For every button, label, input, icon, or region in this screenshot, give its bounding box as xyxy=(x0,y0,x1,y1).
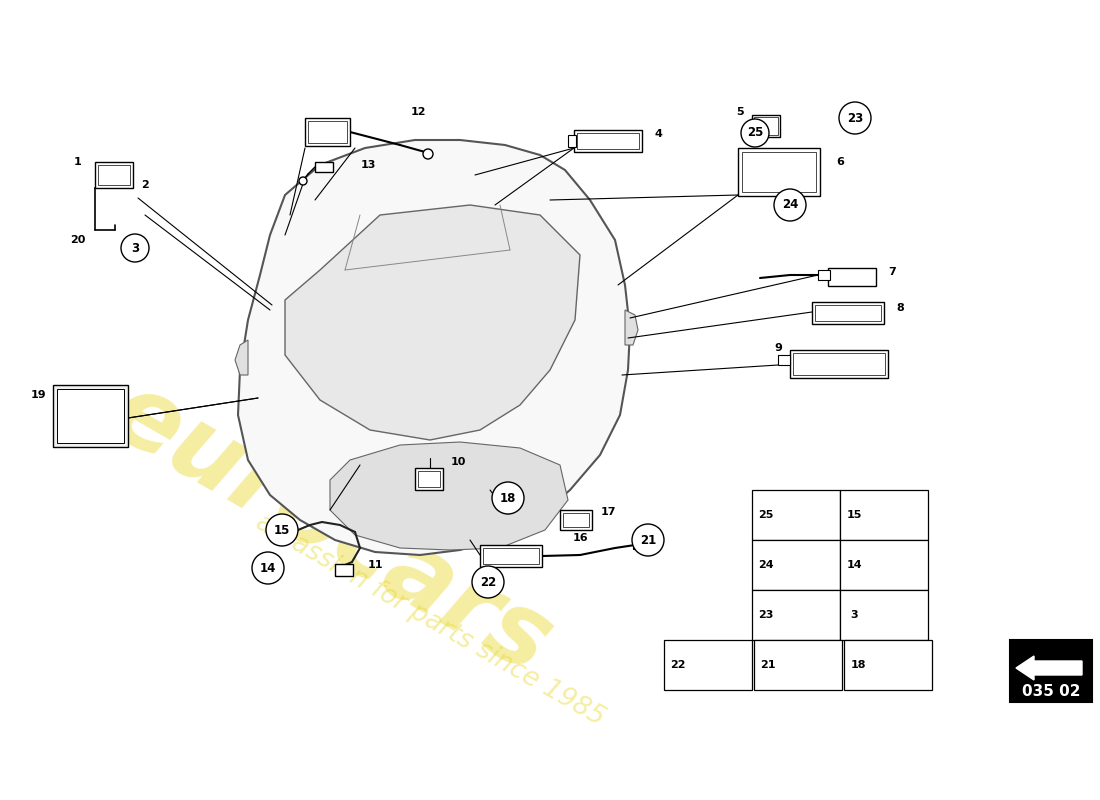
Bar xyxy=(305,118,350,146)
Polygon shape xyxy=(285,205,580,440)
FancyArrow shape xyxy=(1016,656,1082,680)
Circle shape xyxy=(839,102,871,134)
Polygon shape xyxy=(625,310,638,345)
Text: 1: 1 xyxy=(74,157,81,167)
Circle shape xyxy=(774,189,806,221)
Bar xyxy=(818,270,830,280)
Bar xyxy=(95,162,133,188)
Circle shape xyxy=(741,119,769,147)
Text: 22: 22 xyxy=(670,660,685,670)
Text: 15: 15 xyxy=(846,510,861,520)
Text: 2: 2 xyxy=(141,180,149,190)
Text: 3: 3 xyxy=(850,610,858,620)
Bar xyxy=(53,385,128,447)
Bar xyxy=(754,640,842,690)
Polygon shape xyxy=(235,340,248,375)
Text: 21: 21 xyxy=(640,534,656,546)
Text: 7: 7 xyxy=(888,267,895,277)
Circle shape xyxy=(252,552,284,584)
Text: 25: 25 xyxy=(758,510,773,520)
Bar xyxy=(480,545,542,567)
Circle shape xyxy=(266,514,298,546)
Bar xyxy=(840,540,928,590)
Circle shape xyxy=(121,234,148,262)
Bar xyxy=(315,162,333,172)
Text: 14: 14 xyxy=(846,560,861,570)
Text: 16: 16 xyxy=(572,533,587,543)
Circle shape xyxy=(492,482,524,514)
Bar xyxy=(844,640,932,690)
Bar xyxy=(815,305,881,321)
Text: 9: 9 xyxy=(774,343,782,353)
Bar xyxy=(560,510,592,530)
Bar xyxy=(752,590,840,640)
Text: 24: 24 xyxy=(782,198,799,211)
Bar xyxy=(1010,640,1092,702)
Bar xyxy=(308,121,346,143)
Bar xyxy=(790,350,888,378)
Bar xyxy=(778,355,790,365)
Text: 3: 3 xyxy=(131,242,139,254)
Bar xyxy=(752,115,780,137)
Bar xyxy=(738,148,820,196)
Bar xyxy=(828,268,876,286)
Bar xyxy=(98,165,130,185)
Bar xyxy=(415,468,443,490)
Bar xyxy=(574,130,642,152)
Bar xyxy=(840,490,928,540)
Text: 23: 23 xyxy=(758,610,773,620)
Text: 20: 20 xyxy=(70,235,86,245)
Text: 10: 10 xyxy=(450,457,465,467)
Text: 18: 18 xyxy=(499,491,516,505)
Text: 22: 22 xyxy=(480,575,496,589)
Text: 12: 12 xyxy=(410,107,426,117)
Bar xyxy=(812,302,884,324)
Text: 11: 11 xyxy=(367,560,383,570)
Bar xyxy=(664,640,752,690)
Text: 4: 4 xyxy=(654,129,662,139)
Circle shape xyxy=(472,566,504,598)
Circle shape xyxy=(632,524,664,556)
Text: 14: 14 xyxy=(260,562,276,574)
Circle shape xyxy=(424,149,433,159)
Text: 035 02: 035 02 xyxy=(1022,685,1080,699)
Bar xyxy=(483,548,539,564)
Bar xyxy=(752,490,840,540)
Text: 24: 24 xyxy=(758,560,773,570)
Text: 15: 15 xyxy=(274,523,290,537)
Bar xyxy=(752,540,840,590)
Text: 23: 23 xyxy=(847,111,864,125)
Text: a passion for parts since 1985: a passion for parts since 1985 xyxy=(251,509,609,731)
Bar xyxy=(793,353,886,375)
Bar xyxy=(754,117,778,135)
Text: 5: 5 xyxy=(736,107,744,117)
Bar xyxy=(57,389,124,443)
Bar xyxy=(336,564,353,576)
Polygon shape xyxy=(330,442,568,550)
Text: 18: 18 xyxy=(850,660,866,670)
Text: 6: 6 xyxy=(836,157,844,167)
Text: 8: 8 xyxy=(896,303,904,313)
Circle shape xyxy=(299,177,307,185)
Bar xyxy=(742,152,816,192)
Text: eurocars: eurocars xyxy=(92,365,568,695)
Text: 25: 25 xyxy=(747,126,763,139)
Polygon shape xyxy=(238,140,630,555)
Bar xyxy=(578,133,639,149)
Text: 19: 19 xyxy=(30,390,46,400)
Text: 13: 13 xyxy=(361,160,376,170)
Text: 17: 17 xyxy=(601,507,616,517)
Bar xyxy=(840,590,928,640)
Bar xyxy=(418,471,440,487)
Bar xyxy=(568,135,576,147)
Text: 21: 21 xyxy=(760,660,775,670)
Bar xyxy=(563,513,589,527)
Bar xyxy=(632,541,645,549)
